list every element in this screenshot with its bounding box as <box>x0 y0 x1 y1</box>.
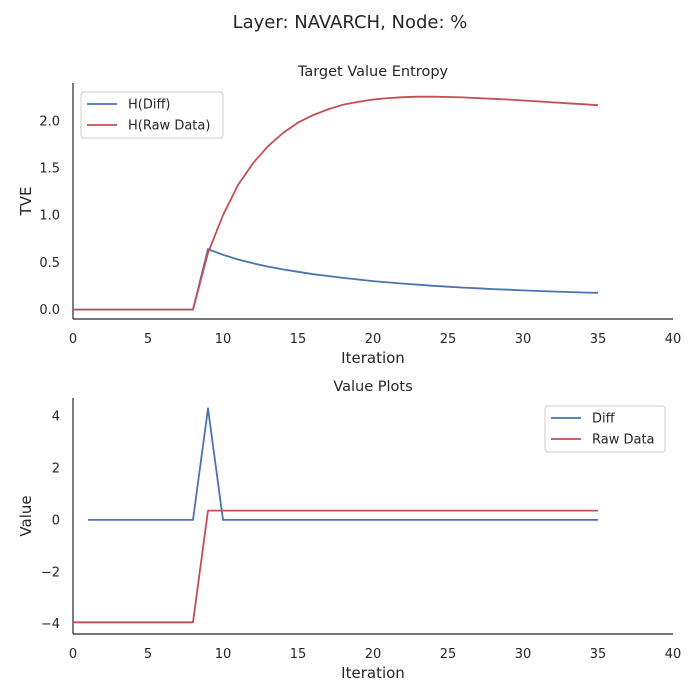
y-tick-label: 0.5 <box>39 256 60 271</box>
y-tick-label: 1.5 <box>39 161 60 176</box>
x-tick-label: 25 <box>440 332 457 347</box>
y-tick-label: −4 <box>41 617 60 632</box>
chart-title: Value Plots <box>333 379 412 395</box>
x-tick-label: 20 <box>365 647 382 662</box>
x-tick-label: 30 <box>515 647 532 662</box>
y-axis-label: TVE <box>17 187 35 217</box>
legend-entry: H(Raw Data) <box>128 119 210 134</box>
x-tick-label: 40 <box>665 647 682 662</box>
series-line-h-raw-data <box>73 95 599 311</box>
x-tick-label: 10 <box>215 647 232 662</box>
chart-title: Target Value Entropy <box>297 64 449 80</box>
legend: H(Diff) H(Raw Data) <box>80 91 224 139</box>
x-tick-label: 0 <box>69 647 77 662</box>
y-tick-label: 2 <box>52 462 60 477</box>
x-tick-label: 15 <box>290 647 307 662</box>
legend-entry: H(Diff) <box>128 98 171 113</box>
y-tick-label: 0 <box>52 513 60 528</box>
x-tick-label: 30 <box>515 332 532 347</box>
legend-entry: Raw Data <box>592 433 655 448</box>
y-tick-label: −2 <box>41 565 60 580</box>
series-line-diff <box>88 407 598 521</box>
legend-entry: Diff <box>592 412 616 427</box>
y-tick-label: 1.0 <box>39 209 60 224</box>
x-tick-label: 10 <box>215 332 232 347</box>
x-tick-label: 35 <box>590 647 607 662</box>
x-axis-label: Iteration <box>341 349 405 367</box>
y-tick-label: 2.0 <box>39 114 60 129</box>
y-tick-label: 0.0 <box>39 303 60 318</box>
x-axis-label: Iteration <box>341 664 405 682</box>
x-tick-label: 5 <box>144 647 152 662</box>
x-tick-label: 5 <box>144 332 152 347</box>
y-axis-label: Value <box>17 495 35 536</box>
x-tick-label: 35 <box>590 332 607 347</box>
x-tick-label: 15 <box>290 332 307 347</box>
x-tick-label: 0 <box>69 332 77 347</box>
chart-target-value-entropy: Target Value Entropy 0 5 10 15 20 25 30 35 40 0.0 0… <box>17 64 681 367</box>
y-tick-label: 4 <box>52 410 60 425</box>
legend: Diff Raw Data <box>544 405 666 453</box>
x-tick-label: 20 <box>365 332 382 347</box>
series-line-raw-data <box>73 509 598 624</box>
figure-suptitle: Layer: NAVARCH, Node: % <box>233 12 468 33</box>
x-tick-label: 40 <box>665 332 682 347</box>
x-tick-label: 25 <box>440 647 457 662</box>
series-line-h-diff <box>73 248 599 311</box>
chart-value-plots: Value Plots 0 5 10 15 20 25 30 35 40 −4 −2 0 2 4 Iterat… <box>17 379 681 682</box>
